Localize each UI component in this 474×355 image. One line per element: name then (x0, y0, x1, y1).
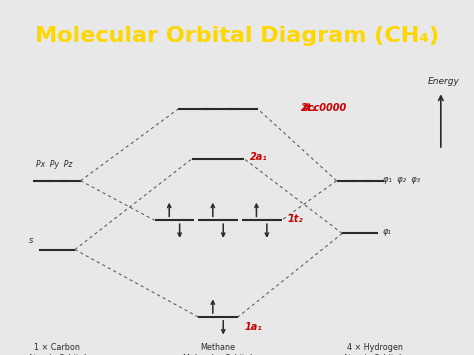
Text: Molecular Orbital Diagram (CH₄): Molecular Orbital Diagram (CH₄) (35, 26, 439, 46)
Text: 1 × Carbon
Atomic Orbital: 1 × Carbon Atomic Orbital (28, 343, 86, 355)
Text: φ₁: φ₁ (383, 228, 392, 236)
Text: 2a₁: 2a₁ (250, 152, 268, 162)
Text: 2t₂: 2t₂ (301, 103, 317, 113)
Text: Px  Py  Pz: Px Py Pz (36, 160, 73, 169)
Text: 1t₂: 1t₂ (288, 214, 303, 224)
Text: s: s (28, 236, 33, 245)
Text: #cc0000: #cc0000 (301, 103, 346, 113)
Text: Energy: Energy (427, 77, 459, 86)
Text: Methane
Molecular Orbital: Methane Molecular Orbital (183, 343, 253, 355)
Text: 1a₁: 1a₁ (244, 322, 262, 332)
Text: 4 × Hydrogen
Atomic Orbitals: 4 × Hydrogen Atomic Orbitals (343, 343, 406, 355)
Text: φ₁  φ₂  φ₃: φ₁ φ₂ φ₃ (383, 175, 420, 184)
